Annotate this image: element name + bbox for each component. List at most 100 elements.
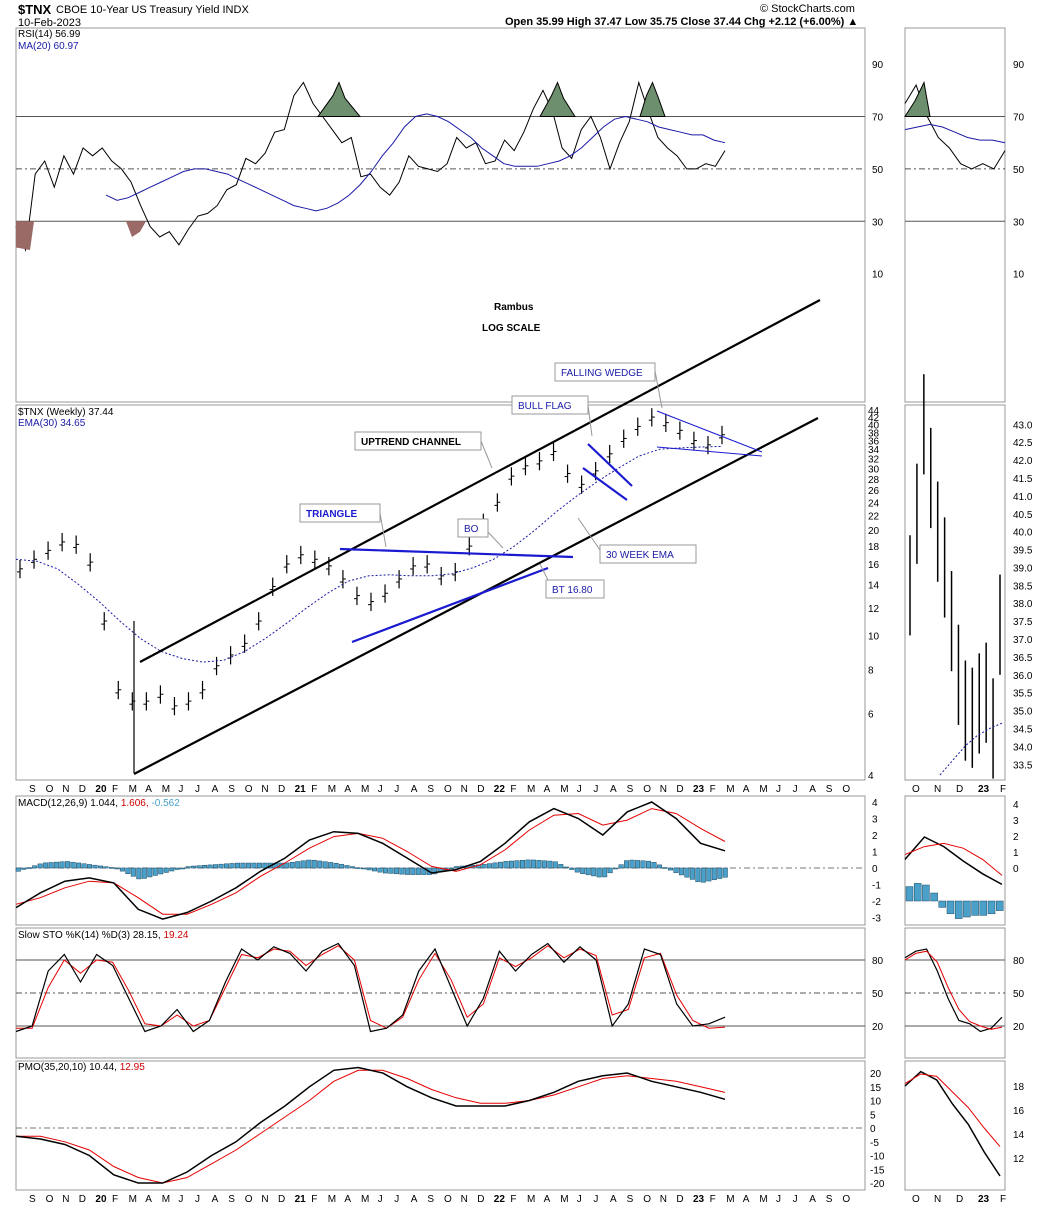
x-tick-top: S [427, 784, 434, 795]
price-tick: 42 [868, 413, 880, 424]
right-price-tick: 40.0 [1013, 528, 1033, 539]
x-tick-top: M [328, 784, 336, 795]
price-tick: 36 [868, 437, 880, 448]
right-price-tick: 42.5 [1013, 438, 1033, 449]
right-price-tick: 42.0 [1013, 456, 1033, 467]
right-macd-hist-bar [938, 900, 947, 908]
uptrend-callout-pointer [480, 440, 493, 469]
macd-hist-bar [86, 864, 92, 869]
macd-hist-bar [48, 862, 54, 869]
macd-hist-bar [509, 860, 515, 869]
macd-hist-bar [695, 867, 701, 882]
macd-hist-bar [295, 861, 301, 869]
x-tick-top: D [278, 784, 285, 795]
x-tick-bottom: J [178, 1194, 183, 1205]
x-tick-bottom: M [726, 1194, 734, 1205]
macd-hist-bar [163, 867, 169, 873]
macd-hist-bar [635, 860, 641, 869]
right-panel-frame-pmo [904, 1060, 1006, 1191]
x-tick-top: 21 [295, 784, 307, 795]
macd-tick: 2 [872, 831, 878, 842]
x-tick-bottom: D [79, 1194, 86, 1205]
rsi-overbought-fill [317, 81, 362, 118]
wedge-bottom-line [656, 446, 763, 457]
x-tick-top: J [195, 784, 200, 795]
right-price-tick: 34.5 [1013, 724, 1033, 735]
x-tick-bottom: F [510, 1194, 516, 1205]
rsi-right-ma-line [904, 123, 1006, 144]
x-tick-bottom: F [112, 1194, 118, 1205]
right-pmo-tick: 16 [1013, 1106, 1025, 1117]
macd-hist-bar [65, 861, 71, 869]
x-tick-top: F [710, 784, 716, 795]
sto-tick: 80 [872, 956, 884, 967]
macd-hist-bar [580, 867, 586, 874]
x-tick-bottom: 22 [494, 1194, 506, 1205]
right-price-tick: 38.0 [1013, 599, 1033, 610]
x-tick-top: N [62, 784, 69, 795]
macd-hist-bar [684, 867, 690, 878]
right-price-tick: 39.5 [1013, 546, 1033, 557]
right-pmo-signal-line [904, 1073, 1001, 1147]
right-macd-hist-bar [913, 883, 922, 902]
price-tick: 40 [868, 421, 880, 432]
macd-hist-bar [651, 862, 657, 869]
x-tick-bottom: A [212, 1194, 219, 1205]
macd-hist-bar [311, 859, 317, 869]
x-tick-bottom: M [560, 1194, 568, 1205]
macd-hist-bar [306, 859, 312, 869]
macd-hist-bar [448, 867, 454, 870]
x-tick-bottom: D [278, 1194, 285, 1205]
macd-hist-bar [640, 860, 646, 869]
x-tick-bottom: N [261, 1194, 268, 1205]
x-tick-bottom: M [328, 1194, 336, 1205]
panel-frame-pmo [15, 1060, 866, 1191]
right-x-tick-bottom: O [912, 1194, 920, 1205]
price-tick: 34 [868, 445, 880, 456]
right-x-tick-bottom: D [956, 1194, 963, 1205]
bo-callout-box [457, 518, 489, 538]
pmo-label: PMO(35,20,10) 10.44, 12.95 [18, 1062, 145, 1073]
right-macd-line [904, 836, 1003, 886]
triangle-bottom-line [351, 566, 549, 644]
x-tick-top: A [809, 784, 816, 795]
macd-hist-bar [284, 862, 290, 869]
pmo-signal-line [16, 1069, 726, 1184]
rsi-overbought-fill [639, 81, 666, 118]
x-tick-top: J [378, 784, 383, 795]
macd-tick: -1 [872, 881, 881, 892]
x-tick-top: D [676, 784, 683, 795]
price-tick: 18 [868, 542, 880, 553]
rsi-tick: 50 [872, 165, 884, 176]
right-pmo-tick: 14 [1013, 1130, 1025, 1141]
x-tick-top: J [793, 784, 798, 795]
x-tick-bottom: J [394, 1194, 399, 1205]
macd-hist-bar [76, 862, 82, 869]
macd-hist-bar [344, 865, 350, 869]
macd-hist-bar [54, 861, 60, 869]
x-tick-bottom: A [344, 1194, 351, 1205]
x-tick-bottom: O [245, 1194, 253, 1205]
macd-hist-bar [656, 864, 662, 869]
price-tick: 44 [868, 406, 880, 417]
macd-hist-bar [15, 867, 21, 872]
macd-hist-bar [180, 867, 186, 870]
right-price-tick: 34.0 [1013, 742, 1033, 753]
macd-hist-bar [607, 867, 613, 874]
right-macd-tick: 4 [1013, 800, 1019, 811]
x-tick-bottom: J [776, 1194, 781, 1205]
x-tick-bottom: D [676, 1194, 683, 1205]
macd-hist-bar [37, 863, 43, 869]
right-price-tick: 43.0 [1013, 420, 1033, 431]
x-tick-top: A [544, 784, 551, 795]
x-tick-bottom: A [809, 1194, 816, 1205]
macd-hist-bar [317, 860, 323, 869]
x-tick-bottom: J [577, 1194, 582, 1205]
macd-hist-bar [361, 867, 367, 870]
macd-hist-bar [536, 860, 542, 869]
x-tick-bottom: M [129, 1194, 137, 1205]
x-tick-bottom: J [195, 1194, 200, 1205]
price-tick: 6 [868, 709, 874, 720]
right-macd-hist-bar [979, 900, 988, 916]
